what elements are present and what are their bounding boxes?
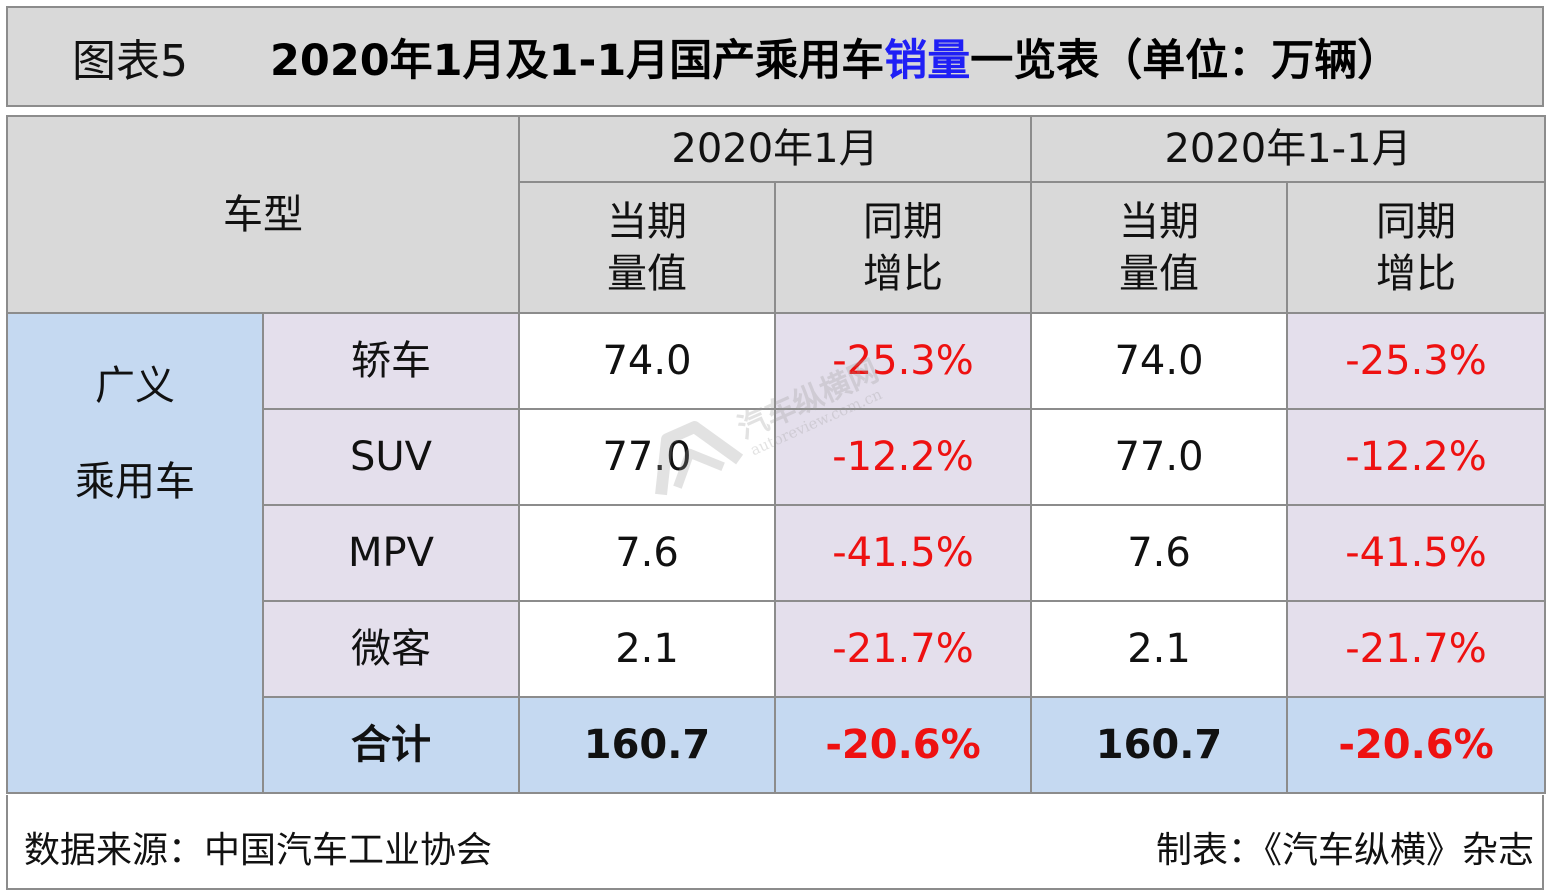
header-current-value-1: 当期 量值 [518,181,776,314]
period1-yoy: -41.5% [774,504,1032,602]
table-row: 微客 2.1 -21.7% 2.1 -21.7% [7,600,1547,698]
period2-yoy: -12.2% [1285,408,1547,506]
header-period-2020-jan-cumulative: 2020年1-1月 [1029,115,1547,183]
period2-value: 7.6 [1030,504,1288,602]
period1-value: 7.6 [518,504,776,602]
category-cell: 广义 乘用车 [6,312,264,794]
header-current-value-2: 当期 量值 [1030,181,1288,314]
period2-yoy: -41.5% [1285,504,1547,602]
period2-value: 74.0 [1030,312,1288,410]
period2-yoy: -21.7% [1285,600,1547,698]
total-period1-value: 160.7 [518,696,776,794]
period1-value: 2.1 [518,600,776,698]
total-period2-value: 160.7 [1030,696,1288,794]
row-type: 轿车 [262,312,520,410]
header-yoy-change-2: 同期 增比 [1285,181,1547,314]
footer: 数据来源：中国汽车工业协会 制表：《汽车纵横》杂志 [6,795,1544,890]
period1-value: 77.0 [518,408,776,506]
period1-yoy: -21.7% [774,600,1032,698]
row-type: SUV [262,408,520,506]
period1-yoy: -25.3% [774,312,1032,410]
page-title: 2020年1月及1-1月国产乘用车销量一览表（单位：万辆） [270,26,1400,88]
period2-yoy: -25.3% [1285,312,1547,410]
table-row: SUV 77.0 -12.2% 77.0 -12.2% [7,408,1547,506]
table-maker: 制表：《汽车纵横》杂志 [1155,830,1534,871]
total-period2-yoy: -20.6% [1285,696,1547,794]
title-text-after: 一览表（单位：万辆） [970,35,1401,86]
title-bar: 图表5 2020年1月及1-1月国产乘用车销量一览表（单位：万辆） [6,6,1544,107]
header-vehicle-type: 车型 [6,115,520,314]
title-text-before: 2020年1月及1-1月国产乘用车 [270,35,885,86]
data-source: 数据来源：中国汽车工业协会 [24,830,493,871]
header-yoy-change-1: 同期 增比 [774,181,1032,314]
total-row: 合计 160.7 -20.6% 160.7 -20.6% [7,696,1547,794]
title-highlight: 销量 [884,35,971,86]
table-row: 广义 乘用车 轿车 74.0 -25.3% 74.0 -25.3% [6,312,1547,794]
period2-value: 2.1 [1030,600,1288,698]
period1-value: 74.0 [518,312,776,410]
header-period-2020-jan: 2020年1月 [518,115,1032,183]
row-type: MPV [262,504,520,602]
total-period1-yoy: -20.6% [774,696,1032,794]
total-label: 合计 [262,696,520,794]
sales-table: 车型 2020年1月 2020年1-1月 当期 量值 同期 增比 当期 量值 同期 增比… [6,115,1547,794]
figure-number: 图表5 [72,35,188,87]
table-row: MPV 7.6 -41.5% 7.6 -41.5% [7,504,1547,602]
row-type: 微客 [262,600,520,698]
period2-value: 77.0 [1030,408,1288,506]
period1-yoy: -12.2% [774,408,1032,506]
